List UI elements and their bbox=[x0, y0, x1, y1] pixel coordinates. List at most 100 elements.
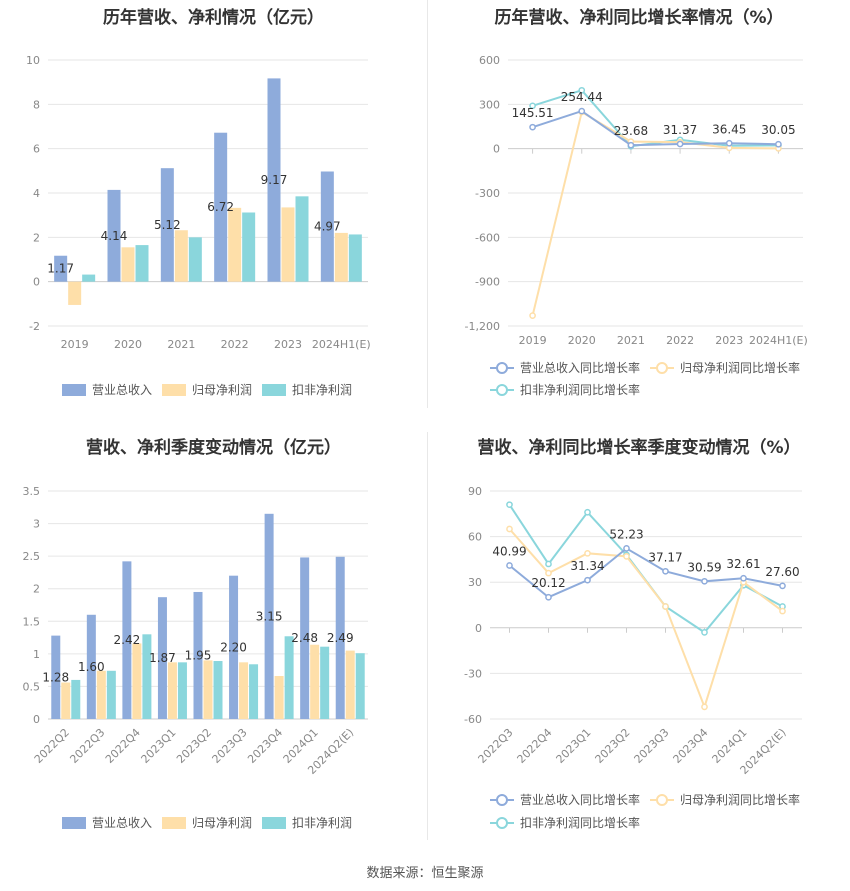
legend-marker bbox=[496, 362, 508, 374]
point bbox=[740, 574, 747, 582]
y-tick-label: -2 bbox=[29, 320, 40, 333]
y-tick-label: -1,200 bbox=[465, 320, 500, 333]
legend-label: 归母净利润 bbox=[192, 816, 252, 830]
series-line bbox=[532, 109, 779, 147]
y-tick-label: 2 bbox=[33, 583, 40, 596]
point bbox=[545, 560, 552, 568]
point bbox=[701, 703, 708, 711]
point bbox=[701, 629, 708, 636]
legend-marker bbox=[496, 384, 508, 396]
point bbox=[506, 562, 513, 569]
legend-label: 营业总收入同比增长率 bbox=[520, 792, 640, 807]
point bbox=[578, 107, 586, 115]
bar bbox=[229, 575, 239, 719]
bar bbox=[242, 212, 256, 282]
chart-title: 历年营收、净利情况（亿元） bbox=[103, 8, 324, 28]
bar bbox=[320, 171, 334, 282]
annual-revenue-profit-plot: -2 0 2 4 6 8 10 1.17 2019 4.14 2020 5.12 2021 6.72 202… bbox=[26, 54, 371, 397]
bar bbox=[122, 561, 132, 719]
series-line bbox=[508, 547, 783, 599]
x-tick-label: 2022Q2 bbox=[32, 726, 72, 766]
legend-item: 扣非净利润 bbox=[262, 383, 352, 397]
legend-item: 归母净利润 bbox=[162, 816, 252, 830]
bar bbox=[106, 670, 116, 719]
point bbox=[545, 593, 552, 601]
x-tick-label: 2020 bbox=[114, 338, 142, 351]
bar bbox=[300, 557, 310, 719]
bar bbox=[228, 207, 242, 282]
chart-title: 营收、净利同比增长率季度变动情况（%） bbox=[477, 438, 801, 458]
data-label: 31.37 bbox=[663, 123, 697, 137]
point bbox=[662, 567, 669, 575]
data-label: 4.14 bbox=[101, 229, 128, 243]
series-line bbox=[531, 110, 779, 316]
legend-item: 营业总收入同比增长率 bbox=[490, 792, 640, 807]
y-tick-label: 0 bbox=[33, 276, 40, 289]
bar bbox=[334, 232, 348, 282]
legend-marker bbox=[656, 362, 668, 374]
x-tick-label: 2022 bbox=[666, 334, 694, 347]
bar bbox=[82, 274, 96, 282]
y-tick-label: 10 bbox=[26, 54, 40, 67]
bar bbox=[284, 636, 294, 719]
data-label: 1.60 bbox=[78, 660, 105, 674]
legend-item: 扣非净利润同比增长率 bbox=[490, 382, 640, 397]
data-label: 31.34 bbox=[570, 559, 604, 573]
legend-swatch bbox=[162, 384, 186, 396]
x-tick-label: 2019 bbox=[519, 334, 547, 347]
legend-swatch bbox=[262, 817, 286, 829]
bar bbox=[107, 189, 121, 282]
legend-label: 归母净利润 bbox=[192, 383, 252, 397]
data-label: 254.44 bbox=[561, 90, 603, 104]
legend-label: 归母净利润同比增长率 bbox=[680, 360, 800, 375]
legend-item: 营业总收入 bbox=[62, 816, 152, 830]
data-label: 30.05 bbox=[761, 123, 795, 137]
data-label: 2.42 bbox=[114, 633, 141, 647]
x-tick-label: 2022 bbox=[221, 338, 249, 351]
bar bbox=[281, 207, 295, 282]
bar bbox=[264, 513, 274, 719]
quarterly-revenue-profit-plot: 0 0.5 1 1.5 2 2.5 3 3.5 1.28 2022Q2 1.60 2022Q3 2.42… bbox=[23, 485, 368, 830]
y-tick-label: -900 bbox=[475, 276, 500, 289]
annual-revenue-profit-chart: 历年营收、净利情况（亿元） -2 0 2 4 6 8 10 1.17 2019 4.14 2020 5… bbox=[0, 0, 427, 410]
y-tick-label: 3 bbox=[33, 518, 40, 531]
legend-label: 扣非净利润 bbox=[292, 816, 352, 830]
data-label: 2.20 bbox=[220, 640, 247, 654]
vertical-divider bbox=[427, 0, 428, 408]
point bbox=[662, 603, 669, 610]
data-label: 6.72 bbox=[207, 200, 234, 214]
y-tick-label: 30 bbox=[468, 576, 482, 589]
data-label: 52.23 bbox=[609, 527, 643, 541]
annual-growth-rate-chart: 历年营收、净利同比增长率情况（%） -1,200 -900 -600 -300 0 300… bbox=[428, 0, 850, 410]
data-label: 37.17 bbox=[648, 550, 682, 564]
x-tick-label: 2023Q1 bbox=[139, 726, 179, 766]
bar bbox=[348, 234, 362, 282]
x-tick-label: 2022Q3 bbox=[476, 726, 516, 766]
bar bbox=[355, 653, 365, 719]
y-tick-label: -300 bbox=[475, 187, 500, 200]
x-tick-label: 2024H1(E) bbox=[312, 338, 371, 351]
data-label: 30.59 bbox=[687, 560, 721, 574]
legend-swatch bbox=[62, 384, 86, 396]
x-tick-label: 2020 bbox=[568, 334, 596, 347]
y-tick-label: 300 bbox=[479, 98, 500, 111]
y-tick-label: 2 bbox=[33, 231, 40, 244]
legend-swatch bbox=[262, 384, 286, 396]
data-label: 27.60 bbox=[765, 565, 799, 579]
legend-marker bbox=[496, 817, 508, 829]
legend-item: 归母净利润 bbox=[162, 383, 252, 397]
y-tick-label: 600 bbox=[479, 54, 500, 67]
series-line bbox=[508, 528, 784, 710]
data-label: 3.15 bbox=[256, 609, 283, 623]
y-tick-label: -600 bbox=[475, 231, 500, 244]
data-label: 1.95 bbox=[185, 648, 212, 662]
x-tick-label: 2021 bbox=[167, 338, 195, 351]
bar bbox=[214, 132, 228, 282]
x-tick-label: 2023 bbox=[715, 334, 743, 347]
point bbox=[701, 577, 708, 585]
x-tick-label: 2019 bbox=[61, 338, 89, 351]
point bbox=[529, 312, 536, 320]
data-label: 1.28 bbox=[42, 670, 69, 684]
legend-item: 营业总收入 bbox=[62, 383, 152, 397]
bar bbox=[61, 682, 71, 719]
